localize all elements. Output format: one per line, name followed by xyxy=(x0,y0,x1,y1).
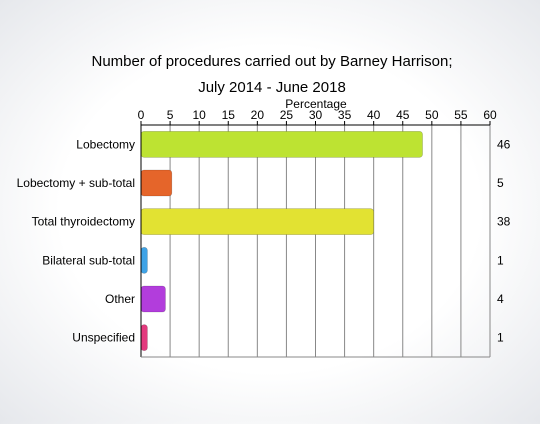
x-tick-labels: 0 5 10 15 20 25 30 35 40 45 50 55 60 xyxy=(138,108,497,125)
count-label-4: 4 xyxy=(497,292,504,306)
bars xyxy=(140,131,423,351)
bar-1 xyxy=(140,169,173,197)
grid-lines xyxy=(140,125,491,357)
category-label-4: Other xyxy=(105,292,135,306)
bar-3 xyxy=(140,247,148,274)
chart-subtitle: July 2014 - June 2018 xyxy=(198,79,346,96)
x-tick-label-7: 35 xyxy=(338,108,352,122)
chart-title: Number of procedures carried out by Barn… xyxy=(92,53,453,70)
count-label-5: 1 xyxy=(497,331,504,345)
x-tick-label-2: 10 xyxy=(192,108,206,122)
x-tick-label-1: 5 xyxy=(167,108,174,122)
plot-frame xyxy=(140,124,490,358)
category-label-1: Lobectomy + sub-total xyxy=(17,176,135,190)
bar-0 xyxy=(140,131,423,158)
bar-2 xyxy=(140,208,374,235)
category-labels: Lobectomy Lobectomy + sub-total Total thyr… xyxy=(17,137,135,344)
x-tick-label-12: 60 xyxy=(483,108,497,122)
category-label-2: Total thyroidectomy xyxy=(32,215,135,229)
x-axis-label: Percentage xyxy=(285,97,347,111)
bar-4 xyxy=(140,285,166,313)
x-tick-label-0: 0 xyxy=(138,108,145,122)
count-labels: 46 5 38 1 4 1 xyxy=(497,137,511,344)
bar-5 xyxy=(140,324,148,351)
category-label-0: Lobectomy xyxy=(76,137,135,151)
count-label-2: 38 xyxy=(497,215,511,229)
x-tick-label-9: 45 xyxy=(396,108,410,122)
count-label-0: 46 xyxy=(497,137,511,151)
count-label-3: 1 xyxy=(497,253,504,267)
x-tick-label-3: 15 xyxy=(222,108,236,122)
category-label-3: Bilateral sub-total xyxy=(42,253,135,267)
x-tick-label-5: 25 xyxy=(280,108,294,122)
x-tick-label-8: 40 xyxy=(367,108,381,122)
x-tick-label-6: 30 xyxy=(309,108,323,122)
x-tick-label-11: 55 xyxy=(454,108,468,122)
x-tick-label-10: 50 xyxy=(425,108,439,122)
category-label-5: Unspecified xyxy=(72,331,135,345)
x-tick-label-4: 20 xyxy=(251,108,265,122)
count-label-1: 5 xyxy=(497,176,504,190)
